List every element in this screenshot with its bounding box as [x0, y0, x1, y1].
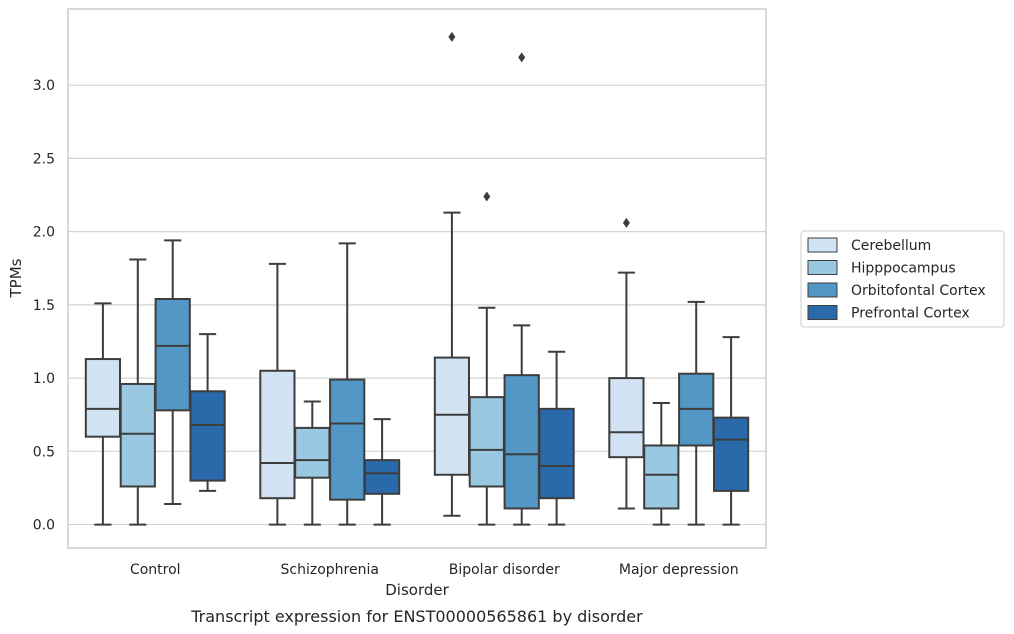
y-tick-label: 1.0: [33, 371, 55, 387]
box-1-1: [294, 400, 331, 526]
outlier-point: [483, 191, 491, 202]
y-tick-labels: 0.0 0.5 1.0 1.5 2.0 2.5 3.0: [33, 78, 55, 533]
y-tick-label: 2.5: [33, 151, 55, 167]
box-0-2: [154, 239, 191, 506]
y-tick-label: 2.0: [33, 225, 55, 241]
legend: Cerebellum Hipppocampus Orbitofontal Corte…: [800, 230, 1005, 328]
legend-label: Prefrontal Cortex: [851, 306, 970, 322]
box-0-0: [84, 302, 122, 526]
x-tick-label: Schizophrenia: [281, 562, 379, 578]
box-3-0: [608, 217, 645, 510]
box-iqr: [468, 396, 505, 488]
box-iqr: [363, 459, 401, 495]
x-axis-label: Disorder: [385, 581, 449, 599]
box-groups: [84, 31, 750, 526]
box-1-3: [363, 418, 401, 526]
x-tick-label: Control: [130, 562, 181, 578]
x-tick-label: Bipolar disorder: [449, 562, 560, 578]
x-tick-label: Major depression: [619, 562, 739, 578]
chart-caption: Transcript expression for ENST0000056586…: [190, 607, 643, 626]
y-tick-label: 0.0: [33, 518, 55, 534]
box-2-3: [538, 350, 575, 526]
box-iqr: [538, 407, 575, 500]
box-1-2: [329, 242, 366, 526]
outlier-point: [518, 52, 526, 63]
box-iqr: [712, 416, 750, 492]
y-tick-label: 0.5: [33, 444, 55, 460]
x-tick-labels: Control Schizophrenia Bipolar disorder Majo…: [130, 562, 739, 578]
y-tick-label: 1.5: [33, 298, 55, 314]
box-2-0: [433, 31, 471, 517]
legend-swatch: [807, 237, 838, 253]
box-iqr: [643, 444, 680, 510]
box-0-1: [119, 258, 156, 526]
legend-label: Orbitofontal Cortex: [851, 283, 986, 299]
box-iqr: [294, 426, 331, 479]
box-1-0: [259, 262, 296, 526]
box-2-2: [503, 52, 540, 526]
box-iqr: [433, 356, 471, 476]
box-iqr: [259, 369, 296, 500]
box-iqr: [329, 378, 366, 501]
legend-label: Cerebellum: [851, 238, 931, 254]
y-tick-label: 3.0: [33, 78, 55, 94]
outlier-point: [622, 217, 630, 228]
box-iqr: [189, 390, 226, 482]
box-iqr: [608, 377, 645, 459]
box-0-3: [189, 333, 226, 492]
box-iqr: [119, 382, 156, 488]
box-2-1: [468, 191, 505, 526]
box-3-3: [712, 336, 750, 526]
legend-swatch: [807, 305, 838, 320]
box-iqr: [84, 358, 122, 438]
legend-label: Hipppocampus: [851, 261, 956, 277]
box-3-2: [678, 300, 715, 526]
outlier-point: [448, 31, 456, 42]
legend-frame: [800, 230, 1005, 328]
box-iqr: [503, 374, 540, 510]
legend-swatch: [807, 260, 838, 275]
plot-area-frame: [67, 8, 767, 549]
legend-swatch: [807, 282, 838, 298]
box-iqr: [154, 298, 191, 412]
box-3-1: [643, 401, 680, 526]
y-axis-label: TPMs: [7, 258, 25, 298]
